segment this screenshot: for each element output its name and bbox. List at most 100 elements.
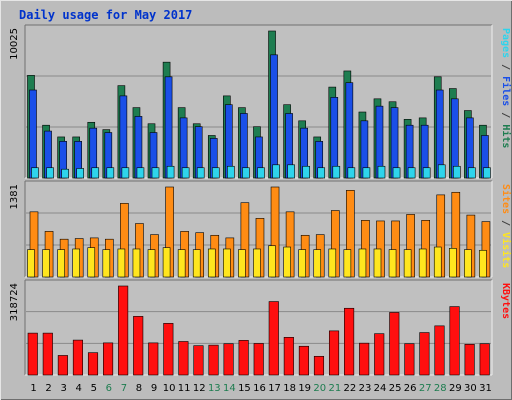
legend-entry: Hits <box>500 124 512 148</box>
bar-sites <box>132 248 141 278</box>
bar-sites <box>343 249 352 278</box>
bar-pages <box>211 167 220 179</box>
bar-pages <box>453 165 461 179</box>
bar-sites <box>87 247 96 278</box>
x-tick-label: 1 <box>30 383 36 394</box>
bar-pages <box>46 167 54 179</box>
bar-pages <box>272 164 280 179</box>
bar-kbytes <box>72 339 83 376</box>
x-tick-label: 12 <box>193 383 206 394</box>
y-max-label-bottom: 318724 <box>9 283 20 321</box>
bar-pages <box>76 168 84 179</box>
x-tick-label: 21 <box>328 383 341 394</box>
legend-entry: / <box>500 106 511 124</box>
bar-sites <box>328 248 337 278</box>
x-tick-label: 25 <box>389 383 402 394</box>
bar-pages <box>347 167 356 179</box>
bar-kbytes <box>223 343 234 376</box>
bar-files <box>270 54 278 179</box>
bar-kbytes <box>103 342 114 376</box>
bar-sites <box>373 248 382 278</box>
bar-files <box>119 95 128 179</box>
bar-sites <box>449 248 457 278</box>
bar-pages <box>196 167 205 179</box>
bar-sites <box>253 248 261 278</box>
bar-files <box>29 89 37 179</box>
bar-pages <box>227 165 235 179</box>
bar-kbytes <box>374 333 385 376</box>
bar-pages <box>181 167 190 179</box>
bar-kbytes <box>118 285 129 376</box>
bar-pages <box>166 165 175 179</box>
bar-kbytes <box>464 343 475 376</box>
bar-pages <box>61 168 69 179</box>
x-tick-label: 6 <box>106 383 112 394</box>
bar-sites <box>102 249 111 278</box>
bar-kbytes <box>87 352 99 376</box>
bar-kbytes <box>208 344 219 376</box>
bar-pages <box>287 164 295 179</box>
bar-kbytes <box>283 337 294 376</box>
bar-files <box>330 97 339 179</box>
bar-files <box>164 76 173 179</box>
bar-kbytes <box>313 355 325 376</box>
bar-sites <box>298 249 306 278</box>
x-tick-label: 27 <box>419 383 432 394</box>
bar-kbytes <box>148 342 159 376</box>
bar-sites <box>72 248 80 278</box>
x-tick-label: 15 <box>238 383 251 394</box>
x-tick-label: 13 <box>208 383 221 394</box>
x-tick-label: 14 <box>223 383 236 394</box>
bar-pages <box>151 167 160 179</box>
bar-kbytes <box>434 325 445 376</box>
bar-sites <box>433 246 442 278</box>
bar-pages <box>407 167 416 179</box>
bar-pages <box>136 167 145 179</box>
x-tick-label: 24 <box>374 383 387 394</box>
x-tick-label: 19 <box>298 383 311 394</box>
bar-sites <box>162 247 171 278</box>
bar-sites <box>27 249 35 278</box>
bar-sites <box>207 248 216 278</box>
bar-pages <box>106 167 115 179</box>
bar-sites <box>117 248 126 278</box>
bar-files <box>345 82 354 179</box>
bar-kbytes <box>359 342 370 376</box>
legend-entry: Pages <box>500 28 511 58</box>
bar-kbytes <box>389 312 400 376</box>
bar-kbytes <box>193 345 204 376</box>
x-tick-label: 22 <box>344 383 357 394</box>
legend-entry: Sites <box>500 184 512 214</box>
bar-pages <box>377 165 386 179</box>
x-tick-label: 20 <box>313 383 326 394</box>
x-tick-label: 8 <box>136 383 142 394</box>
bar-pages <box>257 167 265 179</box>
bar-sites <box>403 249 412 278</box>
bar-sites <box>238 249 246 278</box>
bar-kbytes <box>27 332 38 376</box>
bar-sites <box>418 248 427 278</box>
legend-entry: / <box>500 214 511 232</box>
bar-kbytes <box>57 355 68 376</box>
legend-entry: Files <box>500 76 512 106</box>
bar-sites <box>358 248 367 278</box>
bar-sites <box>192 249 201 278</box>
bar-sites <box>479 249 487 278</box>
x-tick-label: 16 <box>253 383 266 394</box>
x-tick-label: 31 <box>479 383 492 394</box>
x-tick-label: 7 <box>121 383 127 394</box>
bar-sites <box>388 249 397 278</box>
bar-pages <box>91 167 100 179</box>
bar-kbytes <box>449 306 460 376</box>
bar-pages <box>317 167 326 179</box>
legend-top: Pages / Files / Hits <box>500 28 512 148</box>
legend-entry: KBytes <box>500 283 511 319</box>
x-tick-label: 30 <box>464 383 477 394</box>
x-tick-label: 23 <box>359 383 372 394</box>
chart-title: Daily usage for May 2017 <box>19 8 193 22</box>
legend-bottom: KBytes <box>500 283 511 319</box>
x-tick-label: 18 <box>283 383 296 394</box>
bar-pages <box>422 167 431 179</box>
